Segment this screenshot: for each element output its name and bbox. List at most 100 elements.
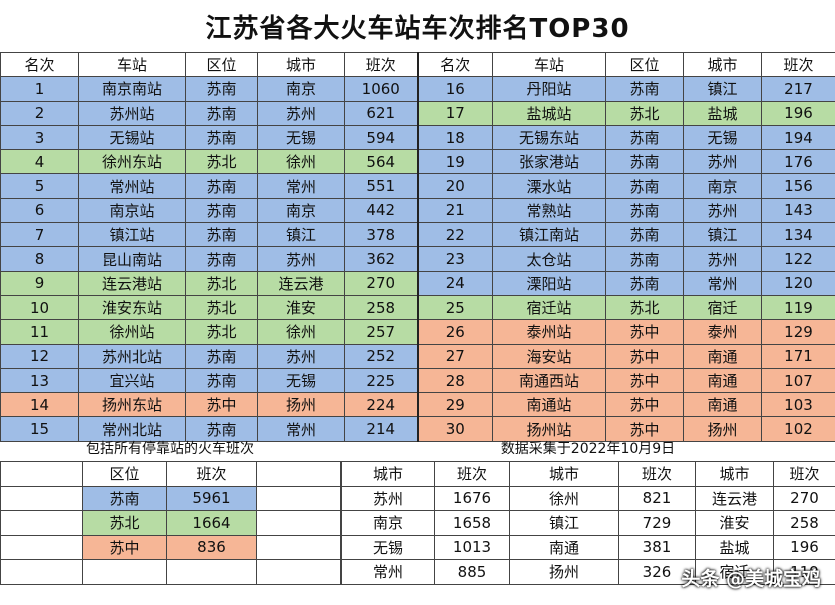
cell-station: 南京南站	[78, 76, 186, 102]
cell-city: 无锡	[341, 534, 435, 560]
column-header: 车站	[492, 51, 606, 78]
column-header: 班次	[344, 51, 418, 78]
cell-city: 苏州	[683, 197, 762, 224]
city-row: 无锡 1013 南通 381 盐城 196	[341, 534, 835, 560]
cell-trains: 107	[761, 367, 835, 394]
cell-city: 泰州	[683, 319, 762, 345]
ranking-row: 7 镇江站 苏南 镇江 378 22 镇江南站 苏南 镇江 134	[0, 222, 835, 248]
column-header: 班次	[434, 461, 510, 487]
cell-station: 苏州北站	[78, 343, 186, 369]
cell-station: 镇江南站	[492, 222, 606, 248]
cell-region: 苏北	[185, 270, 258, 296]
ranking-row: 3 无锡站 苏南 无锡 594 18 无锡东站 苏南 无锡 194	[0, 124, 835, 151]
ranking-row: 9 连云港站 苏北 连云港 270 24 溧阳站 苏南 常州 120	[0, 270, 835, 296]
cell-trains: 381	[618, 534, 696, 560]
cell-rank: 23	[416, 246, 493, 272]
cell-rank: 18	[416, 124, 493, 151]
cell-region: 苏中	[185, 392, 258, 418]
cell-trains: 362	[344, 246, 418, 272]
cell-region: 苏南	[185, 197, 258, 224]
cell-rank: 1	[0, 76, 79, 102]
cell-rank: 6	[0, 197, 79, 224]
cell-city: 徐州	[257, 319, 345, 345]
cell-city: 常州	[683, 270, 762, 296]
cell-region: 苏北	[605, 100, 684, 126]
column-header: 名次	[0, 51, 79, 78]
cell-rank: 30	[416, 416, 493, 442]
cell-station: 扬州东站	[78, 392, 186, 418]
caption-left: 包括所有停靠站的火车班次	[86, 441, 254, 457]
blank-cell	[256, 534, 341, 560]
cell-region: 苏南	[185, 100, 258, 126]
cell-station: 常州站	[78, 173, 186, 199]
city-row: 常州 885 扬州 326 宿迁 119	[341, 559, 835, 585]
ranking-table: 名次 车站 区位 城市 班次 名次 车站 区位 城市 班次 1 南京南站 苏南 南京 1060 16 丹阳站 苏南…	[0, 51, 835, 442]
cell-region: 苏中	[82, 534, 167, 560]
column-header: 班次	[761, 51, 835, 78]
city-row: 苏州 1676 徐州 821 连云港 270	[341, 485, 835, 511]
cell-trains: 257	[344, 319, 418, 345]
cell-region: 苏南	[605, 270, 684, 296]
cell-city: 镇江	[683, 76, 762, 102]
cell-station: 宜兴站	[78, 367, 186, 394]
blank-cell	[0, 485, 83, 511]
cell-trains: 122	[761, 246, 835, 272]
blank-cell	[0, 559, 83, 585]
cell-region: 苏南	[605, 149, 684, 175]
ranking-row: 12 苏州北站 苏南 苏州 252 27 海安站 苏中 南通 171	[0, 343, 835, 369]
cell-trains: 196	[761, 100, 835, 126]
cell-city: 苏州	[683, 246, 762, 272]
cell-station: 盐城站	[492, 100, 606, 126]
cell-trains: 176	[761, 149, 835, 175]
cell-rank: 27	[416, 343, 493, 369]
cell-trains: 196	[773, 534, 835, 560]
cell-station: 昆山南站	[78, 246, 186, 272]
cell-city: 连云港	[257, 270, 345, 296]
cell-city: 宿迁	[695, 559, 774, 585]
cell-trains: 1013	[434, 534, 510, 560]
cell-rank: 28	[416, 367, 493, 394]
cell-rank: 20	[416, 173, 493, 199]
ranking-row: 8 昆山南站 苏南 苏州 362 23 太仓站 苏南 苏州 122	[0, 246, 835, 272]
cell-region: 苏南	[605, 246, 684, 272]
ranking-row: 14 扬州东站 苏中 扬州 224 29 南通站 苏中 南通 103	[0, 392, 835, 418]
cell-trains: 1658	[434, 510, 510, 536]
cell-region: 苏中	[605, 416, 684, 442]
cell-station: 连云港站	[78, 270, 186, 296]
region-header-row: 区位 班次	[0, 461, 341, 487]
cell-station: 南通西站	[492, 367, 606, 394]
cell-station: 张家港站	[492, 149, 606, 175]
caption-right: 数据采集于2022年10月9日	[500, 441, 676, 457]
cell-city: 连云港	[695, 485, 774, 511]
cell-trains: 821	[618, 485, 696, 511]
blank-cell	[256, 510, 341, 536]
ranking-row: 4 徐州东站 苏北 徐州 564 19 张家港站 苏南 苏州 176	[0, 149, 835, 175]
cell-region: 苏南	[605, 124, 684, 151]
cell-city: 徐州	[257, 149, 345, 175]
cell-city: 苏州	[257, 343, 345, 369]
cell-region: 苏北	[82, 510, 167, 536]
cell-rank: 2	[0, 100, 79, 126]
cell-trains: 134	[761, 222, 835, 248]
cell-region: 苏南	[185, 222, 258, 248]
cell-city: 南通	[683, 343, 762, 369]
cell-region: 苏南	[185, 343, 258, 369]
cell-region: 苏南	[185, 124, 258, 151]
cell-trains: 103	[761, 392, 835, 418]
cell-city: 常州	[341, 559, 435, 585]
cell-station: 扬州站	[492, 416, 606, 442]
cell-city: 无锡	[683, 124, 762, 151]
cell-trains: 217	[761, 76, 835, 102]
cell-city: 盐城	[683, 100, 762, 126]
cell-trains: 729	[618, 510, 696, 536]
cell-region: 苏北	[605, 294, 684, 321]
cell-city: 扬州	[683, 416, 762, 442]
cell-region: 苏南	[185, 367, 258, 394]
cell-city: 宿迁	[683, 294, 762, 321]
cell-city: 扬州	[257, 392, 345, 418]
cell-city: 镇江	[257, 222, 345, 248]
cell-region: 苏北	[185, 149, 258, 175]
cell-region: 苏南	[605, 173, 684, 199]
cell-rank: 19	[416, 149, 493, 175]
region-row	[0, 559, 341, 585]
